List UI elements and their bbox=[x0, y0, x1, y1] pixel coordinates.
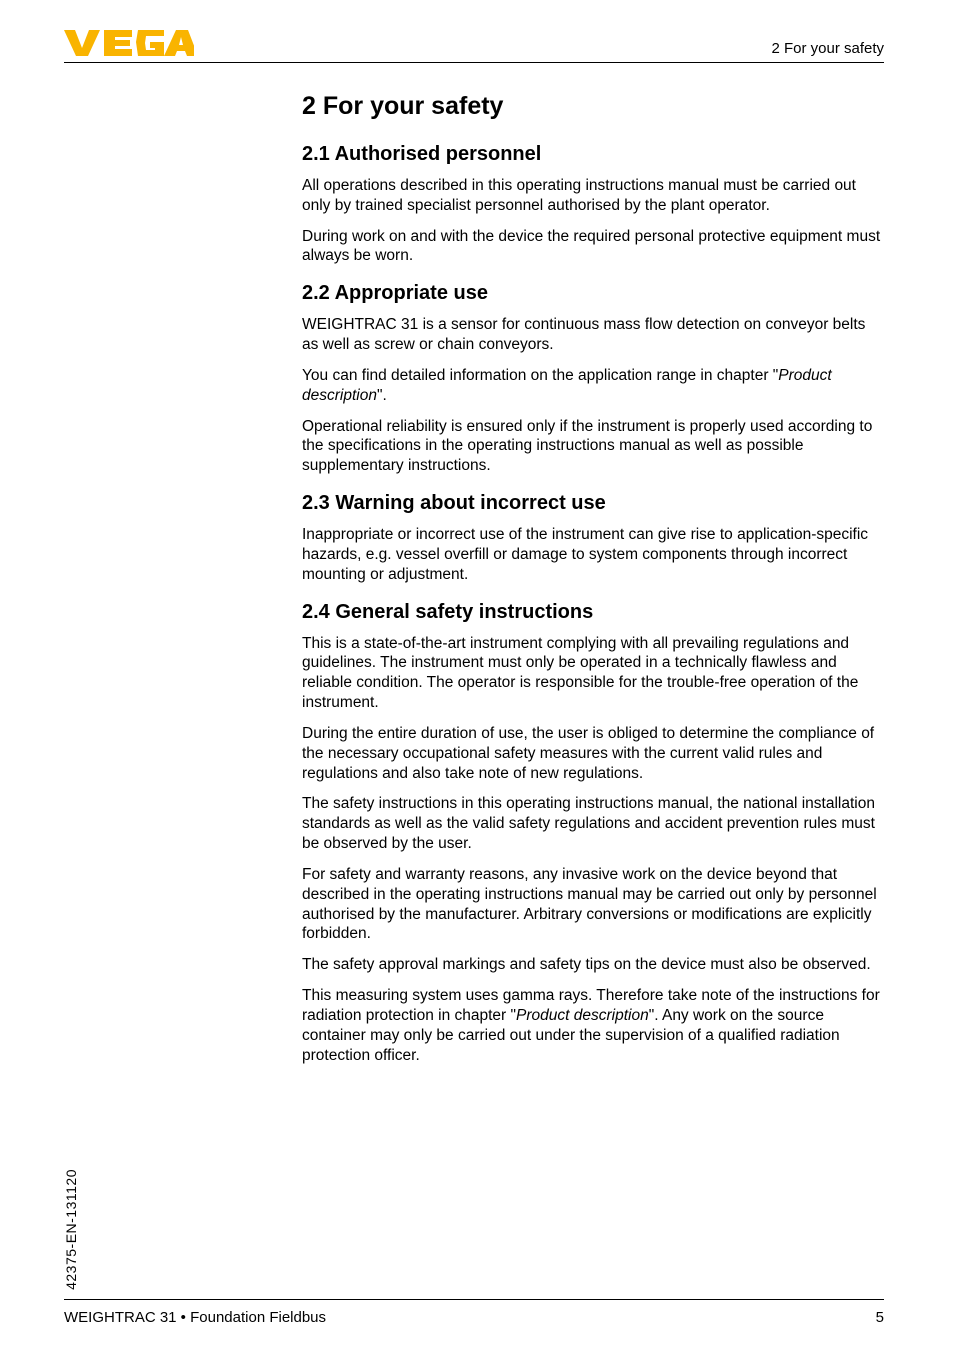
document-id-vertical: 42375-EN-131120 bbox=[63, 1169, 79, 1290]
page: 2 For your safety 2 For your safety 2.1 … bbox=[0, 0, 954, 1354]
body-paragraph: You can find detailed information on the… bbox=[302, 366, 884, 406]
body-paragraph: This measuring system uses gamma rays. T… bbox=[302, 986, 884, 1065]
section-heading: 2.3 Warning about incorrect use bbox=[302, 492, 884, 515]
footer-product-label: WEIGHTRAC 31 • Foundation Fieldbus bbox=[64, 1309, 326, 1326]
body-paragraph: Inappropriate or incorrect use of the in… bbox=[302, 525, 884, 584]
header-rule bbox=[64, 62, 884, 63]
body-paragraph: The safety approval markings and safety … bbox=[302, 955, 884, 975]
body-paragraph: WEIGHTRAC 31 is a sensor for continuous … bbox=[302, 315, 884, 355]
body-paragraph: For safety and warranty reasons, any inv… bbox=[302, 865, 884, 944]
section-heading: 2.1 Authorised personnel bbox=[302, 143, 884, 166]
body-paragraph: All operations described in this operati… bbox=[302, 176, 884, 216]
header-chapter-label: 2 For your safety bbox=[771, 40, 884, 57]
footer-page-number: 5 bbox=[876, 1309, 884, 1326]
body-paragraph: During the entire duration of use, the u… bbox=[302, 724, 884, 783]
brand-logo bbox=[64, 28, 194, 63]
section-heading: 2.4 General safety instructions bbox=[302, 601, 884, 624]
main-content: 2 For your safety 2.1 Authorised personn… bbox=[302, 92, 884, 1076]
section-heading: 2.2 Appropriate use bbox=[302, 282, 884, 305]
body-paragraph: Operational reliability is ensured only … bbox=[302, 417, 884, 476]
body-paragraph: The safety instructions in this operatin… bbox=[302, 794, 884, 853]
page-title: 2 For your safety bbox=[302, 92, 884, 121]
footer-rule bbox=[64, 1299, 884, 1300]
body-paragraph: During work on and with the device the r… bbox=[302, 227, 884, 267]
body-paragraph: This is a state-of-the-art instrument co… bbox=[302, 634, 884, 713]
